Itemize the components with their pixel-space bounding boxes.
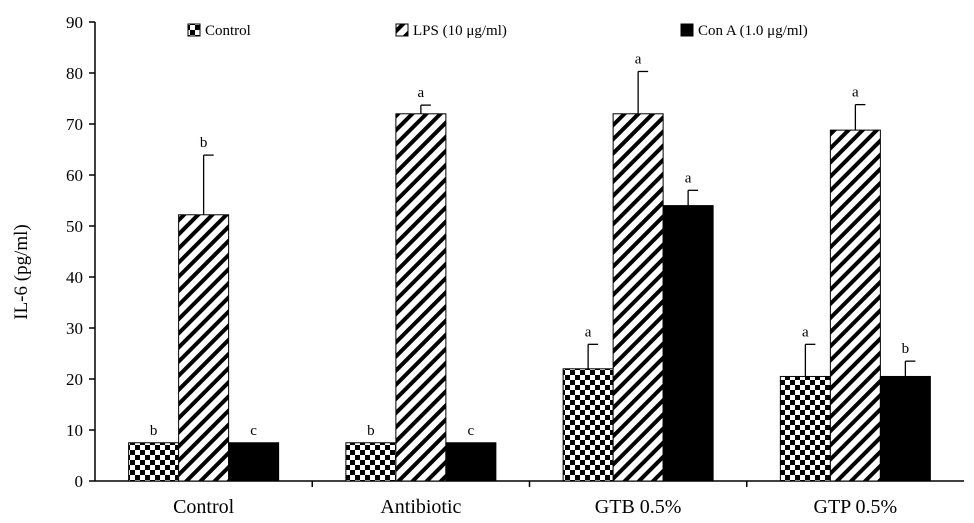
legend-swatch [680,23,694,37]
bar [612,113,664,482]
y-tick-label: 0 [75,472,84,491]
significance-label: b [150,423,158,439]
bar [228,442,280,482]
bar [562,368,614,482]
y-tick-label: 70 [66,115,83,134]
bar [178,214,230,482]
significance-label: b [200,135,208,151]
significance-label: b [902,341,910,357]
bar [395,113,447,482]
significance-label: a [852,85,859,101]
bar [662,205,714,482]
y-tick-label: 80 [66,64,83,83]
bar [128,442,180,482]
y-tick-label: 60 [66,166,83,185]
legend-label: LPS (10 μg/ml) [413,23,507,39]
legend-label: Control [205,23,251,39]
y-tick-label: 40 [66,268,83,287]
legend-swatch [395,23,409,37]
x-category-label: Control [173,496,235,518]
axes: 0 10 20 30 40 50 60 70 80 90 Control Antibiotic GTB … [66,13,964,518]
y-tick-label: 30 [66,319,83,338]
significance-label: b [367,423,375,439]
x-category-label: GTP 0.5% [814,496,898,518]
x-category-label: GTB 0.5% [595,496,682,518]
significance-label: a [585,324,592,340]
significance-label: a [802,324,809,340]
y-axis-title: IL-6 (pg/ml) [11,224,32,320]
significance-label: c [468,423,475,439]
legend-swatch [187,23,201,37]
significance-label: a [418,85,425,101]
significance-label: a [685,170,692,186]
legend: Control LPS (10 μg/ml) Con A (1.0 μg/ml) [187,23,808,39]
bar [779,375,831,482]
bar [445,442,497,482]
y-tick-label: 10 [66,421,83,440]
bar [879,375,931,482]
bar [345,442,397,482]
legend-label: Con A (1.0 μg/ml) [698,23,808,39]
x-category-label: Antibiotic [380,496,461,518]
y-tick-label: 20 [66,370,83,389]
significance-label: c [250,423,257,439]
y-tick-label: 50 [66,217,83,236]
y-tick-label: 90 [66,13,83,32]
bars-layer: b b c b a c a a a a a b [128,51,931,482]
significance-label: a [635,51,642,67]
bar [829,129,881,482]
